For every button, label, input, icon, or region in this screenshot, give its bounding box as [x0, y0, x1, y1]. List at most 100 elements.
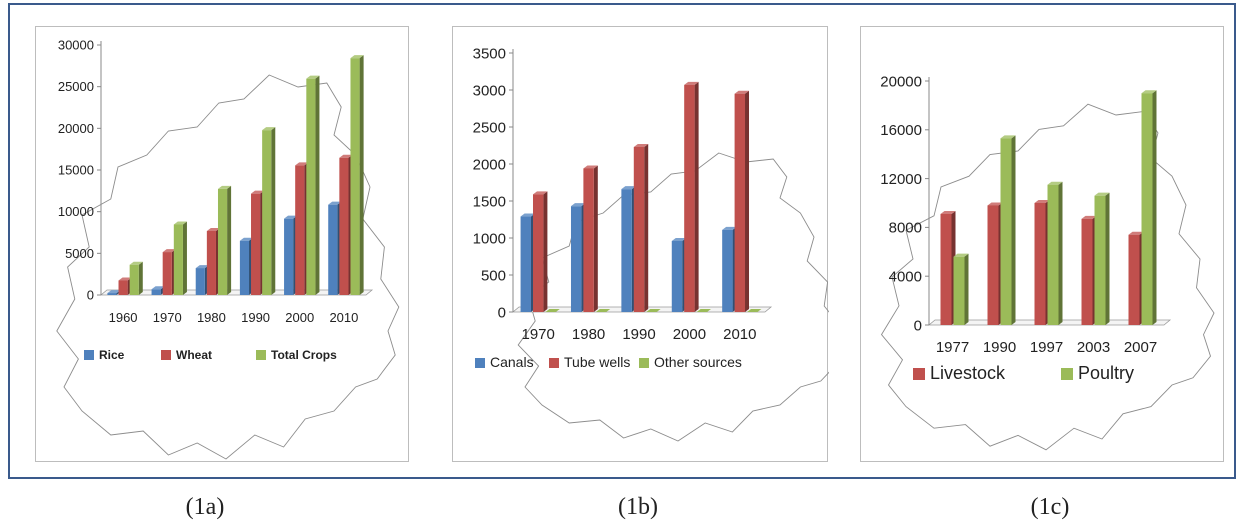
legend-swatch [84, 350, 94, 360]
bar-top [206, 228, 220, 231]
bar-top [1047, 181, 1063, 185]
bar-top [940, 210, 956, 214]
bar-top [1034, 200, 1050, 203]
bar-top [162, 249, 176, 253]
bar-tube-wells [684, 84, 695, 312]
x-tick-label: 2003 [1077, 339, 1110, 356]
x-tick-label: 2010 [329, 310, 358, 325]
y-tick-label: 30000 [58, 38, 94, 53]
bar-side [227, 185, 232, 295]
x-tick-label: 1980 [197, 310, 226, 325]
bar-side [745, 90, 750, 312]
bar-side [694, 81, 699, 312]
x-tick-label: 1990 [241, 310, 270, 325]
bar-side [1105, 192, 1110, 325]
x-tick-label: 1960 [109, 310, 138, 325]
bar-zero-other-sources [747, 309, 762, 312]
legend-swatch [161, 350, 171, 360]
x-tick-label: 1980 [572, 326, 605, 343]
bar-poultry [1000, 138, 1012, 325]
y-tick-label: 16000 [880, 122, 922, 139]
bar-top [953, 253, 969, 257]
bar-top [987, 202, 1003, 206]
y-tick-label: 5000 [65, 246, 94, 261]
bar-side [543, 191, 548, 312]
bar-poultry [1047, 184, 1059, 325]
bar-top [284, 215, 298, 219]
bar-zero-other-sources [545, 309, 560, 312]
y-tick-label: 10000 [58, 204, 94, 219]
bar-side [1152, 90, 1157, 325]
y-tick-label: 1500 [473, 193, 506, 210]
y-tick-label: 3500 [473, 45, 506, 62]
bar-zero-other-sources [595, 309, 611, 312]
bar-total-crops [306, 78, 316, 295]
y-tick-label: 2000 [473, 156, 506, 173]
legend-label: Other sources [654, 354, 742, 370]
y-tick-label: 20000 [58, 121, 94, 136]
legend-swatch [256, 350, 266, 360]
bar-top [118, 277, 132, 281]
bar-top [217, 185, 232, 189]
bar-tube-wells [734, 93, 746, 312]
legend-swatch [549, 358, 559, 368]
bar-canals [570, 206, 582, 312]
x-tick-label: 1990 [983, 339, 1016, 356]
bar-livestock [1081, 218, 1093, 325]
y-tick-label: 0 [87, 288, 94, 303]
bar-tube-wells [633, 146, 645, 312]
bar-canals [520, 216, 531, 312]
bar-rice [195, 268, 205, 295]
bar-top [532, 191, 548, 195]
chart-1c: 0 4000 8000 12000 16000 20000 1977 1990 1997 2003… [880, 73, 1215, 451]
bar-poultry [1141, 93, 1153, 325]
bar-top [684, 81, 699, 85]
y-tick-label: 500 [481, 267, 506, 284]
bar-top [1000, 135, 1016, 139]
bar-top [621, 186, 636, 190]
background-map-outline [56, 74, 400, 460]
bar-livestock [1034, 203, 1046, 325]
bar-top [129, 261, 143, 265]
bar-total-crops [262, 130, 272, 295]
bar-top [520, 213, 535, 217]
bar-side [359, 55, 364, 296]
legend-label: Wheat [176, 348, 212, 362]
bar-top [734, 90, 750, 94]
bar-tube-wells [583, 168, 594, 312]
x-tick-label: 2010 [723, 326, 756, 343]
background-map-outline [880, 103, 1215, 451]
y-tick-label: 3000 [473, 82, 506, 99]
y-tick-label: 15000 [58, 163, 94, 178]
bar-top [339, 154, 353, 158]
bar-livestock [987, 205, 999, 325]
bar-side [138, 261, 143, 295]
chart-1a: 0 5000 10000 15000 20000 25000 30000 1960 1970 19… [56, 38, 400, 460]
bar-top [151, 286, 165, 290]
bar-rice [107, 293, 117, 295]
legend-label: Livestock [930, 363, 1006, 383]
x-tick-label: 1970 [522, 326, 555, 343]
bar-tube-wells [532, 194, 544, 312]
bar-canals [722, 229, 733, 312]
bar-top [1128, 231, 1144, 235]
bar-top [173, 221, 187, 225]
bar-wheat [206, 231, 216, 295]
bar-side [1011, 135, 1016, 325]
caption-1b: (1b) [618, 494, 658, 520]
x-tick-label: 2007 [1124, 339, 1157, 356]
x-tick-label: 2000 [673, 326, 706, 343]
bar-side [182, 221, 187, 295]
y-tick-label: 0 [914, 317, 922, 334]
bar-canals [621, 189, 632, 312]
bar-top [350, 55, 364, 59]
y-tick-label: 4000 [889, 268, 922, 285]
bar-top [107, 290, 121, 294]
bar-side [644, 143, 649, 312]
legend-label: Poultry [1078, 363, 1134, 383]
x-tick-label: 2000 [285, 310, 314, 325]
bar-wheat [339, 157, 349, 295]
bar-side [271, 127, 276, 296]
legend-label: Total Crops [271, 348, 337, 362]
bar-wheat [162, 252, 172, 295]
